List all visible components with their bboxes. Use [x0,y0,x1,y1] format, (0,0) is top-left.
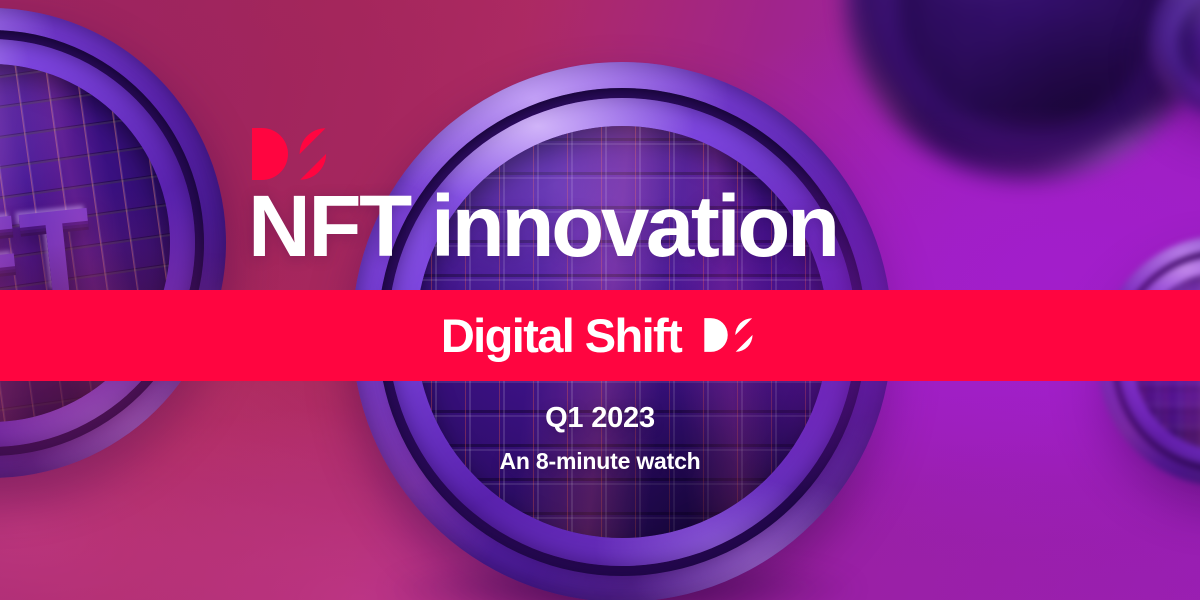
ds-monogram-icon [250,126,336,182]
episode-meta: Q1 2023 An 8-minute watch [0,401,1200,476]
headline-rest: innovation [430,178,840,275]
episode-duration: An 8-minute watch [499,448,701,475]
ds-monogram-icon-banner [703,316,759,354]
brand-banner: Digital Shift [0,290,1200,381]
headline-kicker: NFT [248,178,412,275]
brand-banner-title: Digital Shift [440,309,683,362]
page-title: NFT innovation [248,183,1200,270]
episode-period: Q1 2023 [545,402,655,434]
